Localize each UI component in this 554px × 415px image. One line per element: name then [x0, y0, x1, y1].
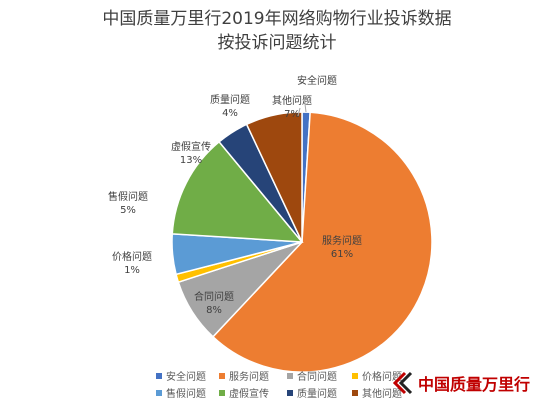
- legend-swatch-6: [219, 390, 225, 396]
- data-label-6: 虚假宣传 13%: [171, 140, 211, 166]
- pie-slices: [171, 111, 433, 373]
- data-label-5: 售假问题 5%: [108, 190, 148, 216]
- data-label-3: 合同问题 8%: [194, 290, 234, 316]
- legend-swatch-2: [219, 373, 225, 379]
- legend-item-4: 价格问题: [362, 370, 402, 383]
- data-label-1: 安全问题: [297, 74, 337, 87]
- watermark: 中国质量万里行: [392, 371, 530, 395]
- legend-swatch-4: [352, 373, 358, 379]
- leader-line-2: [297, 107, 301, 117]
- legend-swatch-1: [156, 373, 162, 379]
- watermark-logo-icon: [392, 371, 413, 395]
- legend-item-2: 服务问题: [229, 370, 269, 383]
- data-label-7: 质量问题 4%: [210, 93, 250, 119]
- legend-item-7: 质量问题: [297, 387, 337, 400]
- data-label-4: 价格问题 1%: [112, 250, 152, 276]
- watermark-text: 中国质量万里行: [418, 375, 530, 394]
- pie-slice-8: [245, 111, 303, 243]
- legend-swatch-7: [287, 390, 293, 396]
- legend-item-8: 其他问题: [362, 387, 402, 400]
- chart-title-line-1: 中国质量万里行2019年网络购物行业投诉数据: [102, 9, 451, 29]
- legend-swatch-8: [352, 390, 358, 396]
- legend-swatch-5: [156, 390, 162, 396]
- pie-slice-6: [171, 140, 304, 243]
- legend-item-5: 售假问题: [166, 387, 206, 400]
- legend-swatch-3: [287, 373, 293, 379]
- pie-slice-2: [211, 111, 433, 373]
- chart-title: 中国质量万里行2019年网络购物行业投诉数据 按投诉问题统计: [102, 9, 451, 53]
- chart-title-line-2: 按投诉问题统计: [218, 33, 337, 53]
- data-label-8: 其他问题 7%: [272, 94, 312, 120]
- legend-item-6: 虚假宣传: [229, 387, 269, 400]
- legend-item-1: 安全问题: [166, 370, 206, 383]
- data-label-2: 服务问题 61%: [322, 234, 362, 260]
- legend-item-3: 合同问题: [297, 370, 337, 383]
- leader-line-1: [303, 95, 307, 113]
